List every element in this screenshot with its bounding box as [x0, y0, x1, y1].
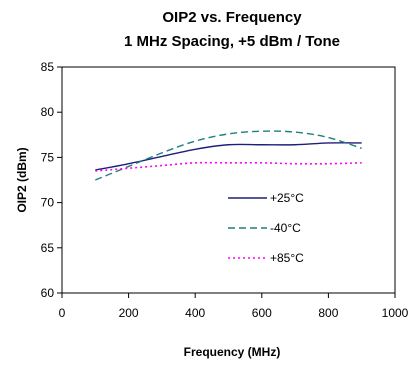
series-line-1 — [95, 130, 362, 181]
x-tick-label: 1000 — [382, 306, 409, 320]
chart-subtitle: 1 MHz Spacing, +5 dBm / Tone — [124, 33, 340, 50]
y-axis-ticks: 60 65 70 75 80 85 — [41, 60, 62, 300]
x-axis-ticks: 0 200 400 600 800 1000 — [59, 293, 409, 320]
chart-title: OIP2 vs. Frequency — [162, 9, 302, 26]
y-tick-label: 80 — [41, 105, 55, 119]
legend: +25°C -40°C +85°C — [228, 191, 304, 265]
y-tick-label: 65 — [41, 241, 55, 255]
x-tick-label: 600 — [252, 306, 272, 320]
legend-label-0: +25°C — [270, 191, 304, 205]
y-tick-label: 85 — [41, 60, 55, 74]
legend-label-2: +85°C — [270, 251, 304, 265]
x-axis-label: Frequency (MHz) — [184, 345, 281, 359]
y-tick-label: 75 — [41, 150, 55, 164]
y-axis-label: OIP2 (dBm) — [15, 147, 29, 212]
series-layer — [95, 130, 362, 181]
plot-area — [61, 66, 396, 294]
x-tick-label: 0 — [59, 306, 66, 320]
x-tick-label: 400 — [185, 306, 205, 320]
y-tick-label: 70 — [41, 196, 55, 210]
legend-label-1: -40°C — [270, 221, 301, 235]
x-tick-label: 200 — [119, 306, 139, 320]
y-tick-label: 60 — [41, 286, 55, 300]
x-tick-label: 800 — [318, 306, 338, 320]
